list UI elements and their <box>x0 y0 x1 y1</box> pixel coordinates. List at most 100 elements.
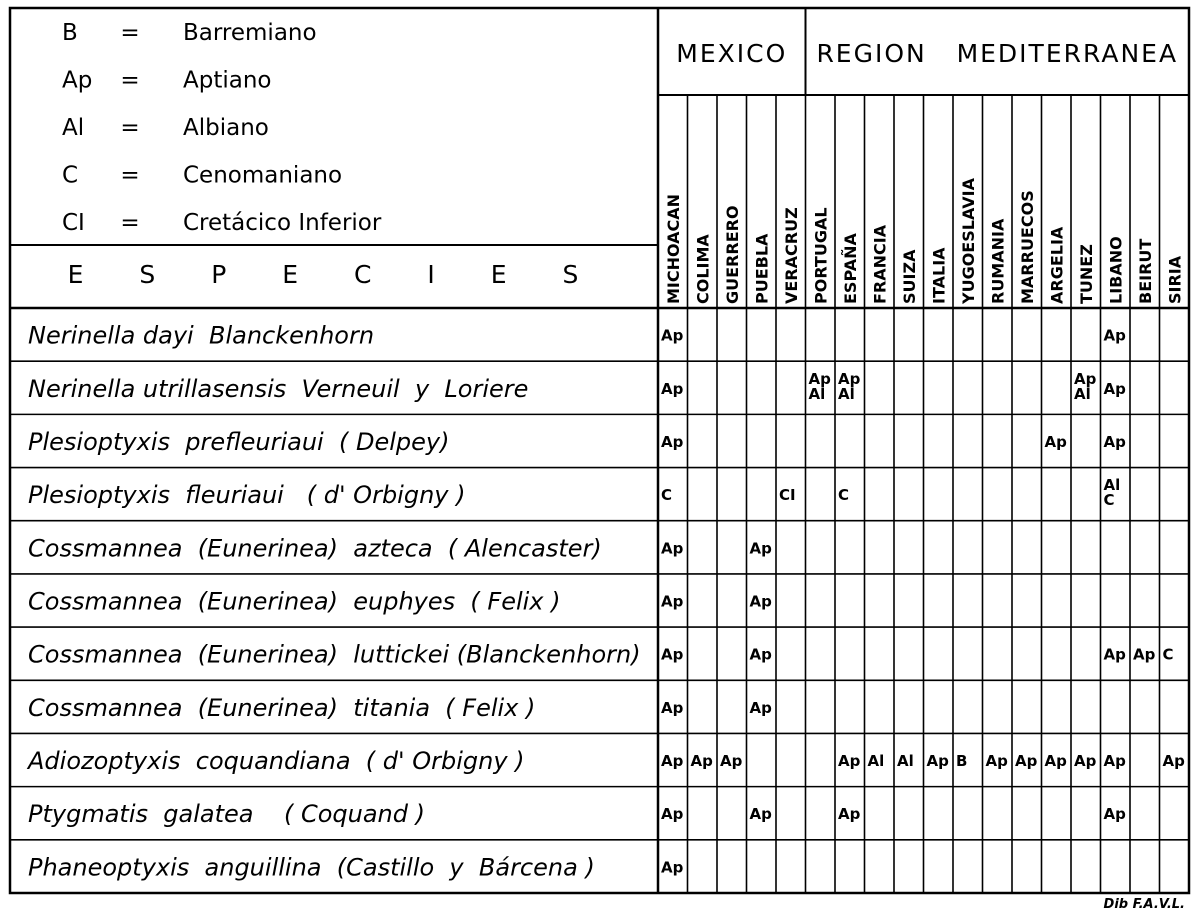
occurrence-cell: Al <box>1074 385 1091 403</box>
region-headers: MEXICO REGION MEDITERRANEA <box>676 39 1178 68</box>
table-grid <box>8 6 1191 895</box>
country-colima: COLIMA <box>693 234 712 304</box>
country-suiza: SUIZA <box>900 249 919 304</box>
occurrence-cell: Ap <box>661 593 684 611</box>
legend-code: Al <box>62 115 84 141</box>
country-guerrero: GUERRERO <box>723 205 742 304</box>
occurrence-cell: Ap <box>838 370 861 388</box>
occurrence-cell: Ap <box>1104 646 1127 664</box>
country-yugoeslavia: YUGOESLAVIA <box>959 177 978 305</box>
occurrence-cell: Al <box>809 385 826 403</box>
species-name: Cossmannea (Eunerinea) euphyes ( Felix ) <box>28 588 561 616</box>
occurrence-cell: Al <box>868 752 885 770</box>
occurrence-cell: Ap <box>1104 805 1127 823</box>
occurrence-cell: Ap <box>750 805 773 823</box>
country-puebla: PUEBLA <box>752 233 771 304</box>
occurrence-cell: Ap <box>1015 752 1038 770</box>
legend-entry: Al = Albiano <box>62 115 269 141</box>
occurrence-cell: Ap <box>1074 752 1097 770</box>
occurrence-cell: Al <box>838 385 855 403</box>
legend-meaning: Cretácico Inferior <box>183 210 382 236</box>
occurrence-cell: Ap <box>691 752 714 770</box>
country-veracruz: VERACRUZ <box>782 207 801 304</box>
occurrence-cell: Ap <box>750 539 773 557</box>
occurrence-cell: Ap <box>750 593 773 611</box>
legend-equals: = <box>120 68 139 94</box>
occurrence-cell: Ap <box>986 752 1009 770</box>
occurrence-cell: Ap <box>1104 327 1127 345</box>
species-name: Plesioptyxis prefleuriaui ( Delpey) <box>28 428 449 456</box>
legend-entry: Ap = Aptiano <box>62 68 272 94</box>
legend-entry: C = Cenomaniano <box>62 163 342 189</box>
occurrence-cell: Al <box>1104 476 1121 494</box>
country-beirut: BEIRUT <box>1136 239 1155 304</box>
country-tunez: TUNEZ <box>1077 244 1096 304</box>
occurrence-cell: Ap <box>750 646 773 664</box>
country-headers: MICHOACAN COLIMA GUERRERO PUEBLA VERACRUZ POR… <box>664 177 1185 305</box>
country-rumania: RUMANIA <box>988 218 1007 304</box>
species-name: Nerinella dayi Blanckenhorn <box>28 322 374 350</box>
occurrence-cell: Ap <box>661 433 684 451</box>
occurrence-cell: Ap <box>1104 752 1127 770</box>
occurrence-cell: Ap <box>1104 433 1127 451</box>
occurrence-cell: B <box>956 752 967 770</box>
occurrence-cell: Ap <box>661 539 684 557</box>
occurrence-cell: Ap <box>661 699 684 717</box>
legend-meaning: Albiano <box>183 115 269 141</box>
table-border <box>8 6 1191 895</box>
occurrence-cell: Ap <box>1045 752 1068 770</box>
occurrence-cell: Ap <box>838 805 861 823</box>
occurrence-cell: Ap <box>1074 370 1097 388</box>
country-michoacan: MICHOACAN <box>664 194 683 304</box>
occurrence-cell: Ap <box>661 380 684 398</box>
species-name: Cossmannea (Eunerinea) luttickei (Blanck… <box>28 641 641 669</box>
occurrence-cell: CI <box>779 486 796 504</box>
legend-code: Ap <box>62 68 92 94</box>
occurrence-cell: Ap <box>809 370 832 388</box>
drafter-credit: Dib F.A.V.L. <box>1104 897 1185 912</box>
occurrence-cell: Ap <box>750 699 773 717</box>
abbreviation-legend: B = Barremiano Ap = Aptiano Al = Albiano C = Cenoma… <box>62 20 382 236</box>
occurrence-cell: Ap <box>1104 380 1127 398</box>
occurrence-cell: C <box>1104 491 1115 509</box>
occurrence-cell: Ap <box>661 327 684 345</box>
legend-code: CI <box>62 210 85 236</box>
occurrence-cell: Ap <box>1133 646 1156 664</box>
legend-equals: = <box>120 163 139 189</box>
region-mediterranea: REGION MEDITERRANEA <box>816 39 1178 68</box>
species-name: Plesioptyxis fleuriaui ( d' Orbigny ) <box>28 481 465 509</box>
species-name: Adiozoptyxis coquandiana ( d' Orbigny ) <box>26 747 525 775</box>
legend-code: C <box>62 163 78 189</box>
legend-equals: = <box>120 115 139 141</box>
species-name: Phaneoptyxis anguillina (Castillo y Bárc… <box>28 853 595 881</box>
species-name: Nerinella utrillasensis Verneuil y Lorie… <box>28 375 528 403</box>
legend-meaning: Cenomaniano <box>183 163 342 189</box>
region-mexico: MEXICO <box>676 39 787 68</box>
occurrence-cell: Ap <box>720 752 743 770</box>
occurrence-cell: Ap <box>661 646 684 664</box>
species-name: Cossmannea (Eunerinea) azteca ( Alencast… <box>28 534 602 562</box>
country-marruecos: MARRUECOS <box>1018 190 1037 304</box>
legend-equals: = <box>120 210 139 236</box>
country-siria: SIRIA <box>1165 255 1184 304</box>
occurrence-cell: C <box>1163 646 1174 664</box>
country-portugal: PORTUGAL <box>811 207 830 304</box>
country-francia: FRANCIA <box>870 224 889 304</box>
occurrence-cell: Ap <box>1163 752 1186 770</box>
country-italia: ITALIA <box>929 247 948 304</box>
legend-entry: CI = Cretácico Inferior <box>62 210 382 236</box>
occurrence-cell: Ap <box>838 752 861 770</box>
occurrence-cell: Ap <box>927 752 950 770</box>
especies-header: E S P E C I E S <box>68 260 593 289</box>
species-name: Cossmannea (Eunerinea) titania ( Felix ) <box>28 694 535 722</box>
occurrence-cell: C <box>661 486 672 504</box>
occurrence-cell: Ap <box>661 752 684 770</box>
occurrence-cell: Ap <box>661 805 684 823</box>
legend-meaning: Barremiano <box>183 20 317 46</box>
country-españa: ESPAÑA <box>841 233 860 304</box>
occurrence-cell: C <box>838 486 849 504</box>
legend-code: B <box>62 20 78 46</box>
species-name: Ptygmatis galatea ( Coquand ) <box>28 800 425 828</box>
occurrence-cell: Al <box>897 752 914 770</box>
